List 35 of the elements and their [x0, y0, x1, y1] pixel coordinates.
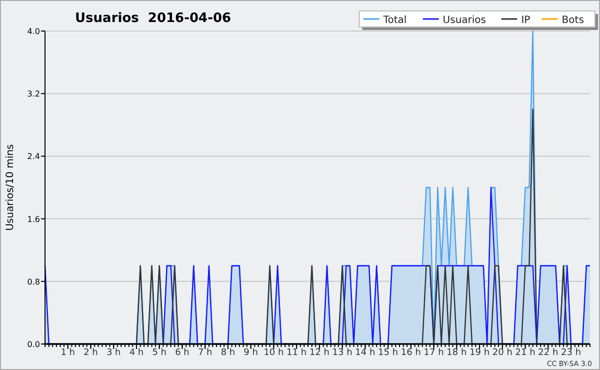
x-tick-label: 8 h [220, 348, 236, 358]
x-tick-label: 16 h [400, 348, 421, 358]
x-tick-label: 22 h [538, 348, 558, 358]
x-tick-label: 12 h [309, 348, 330, 358]
legend-label: IP [521, 15, 530, 26]
x-tick-label: 18 h [446, 348, 467, 358]
x-tick-label: 13 h [332, 348, 352, 358]
x-tick-label: 1 h [60, 348, 76, 358]
x-tick-label: 15 h [378, 348, 398, 358]
x-tick-label: 17 h [424, 348, 444, 358]
x-tick-label: 2 h [84, 348, 98, 358]
x-tick-label: 23 h [561, 348, 582, 358]
x-tick-label: 4 h [129, 348, 144, 358]
x-tick-label: 14 h [355, 348, 376, 358]
x-tick-label: 6 h [175, 348, 190, 358]
x-tick-label: 9 h [244, 348, 258, 358]
x-tick-label: 21 h [515, 348, 536, 358]
legend-label: Total [382, 15, 407, 26]
y-tick-label: 0.8 [27, 277, 40, 286]
x-tick-label: 3 h [106, 348, 121, 358]
chart-title: Usuarios 2016-04-06 [75, 11, 232, 26]
legend-label: Usuarios [442, 15, 486, 26]
x-tick-label: 19 h [470, 348, 490, 358]
legend-label: Bots [562, 15, 584, 26]
y-tick-label: 4.0 [27, 27, 40, 36]
y-tick-label: 1.6 [27, 214, 40, 224]
x-tick-label: 11 h [286, 348, 307, 358]
y-tick-label: 2.4 [27, 152, 40, 162]
y-tick-label: 0.0 [27, 340, 40, 349]
x-tick-label: 10 h [264, 348, 284, 358]
x-tick-label: 7 h [198, 348, 212, 358]
x-tick-label: 5 h [152, 348, 166, 358]
x-tick-label: 20 h [492, 348, 512, 358]
y-tick-label: 3.2 [27, 90, 40, 99]
y-axis-title: Usuarios/10 mins [5, 144, 16, 231]
